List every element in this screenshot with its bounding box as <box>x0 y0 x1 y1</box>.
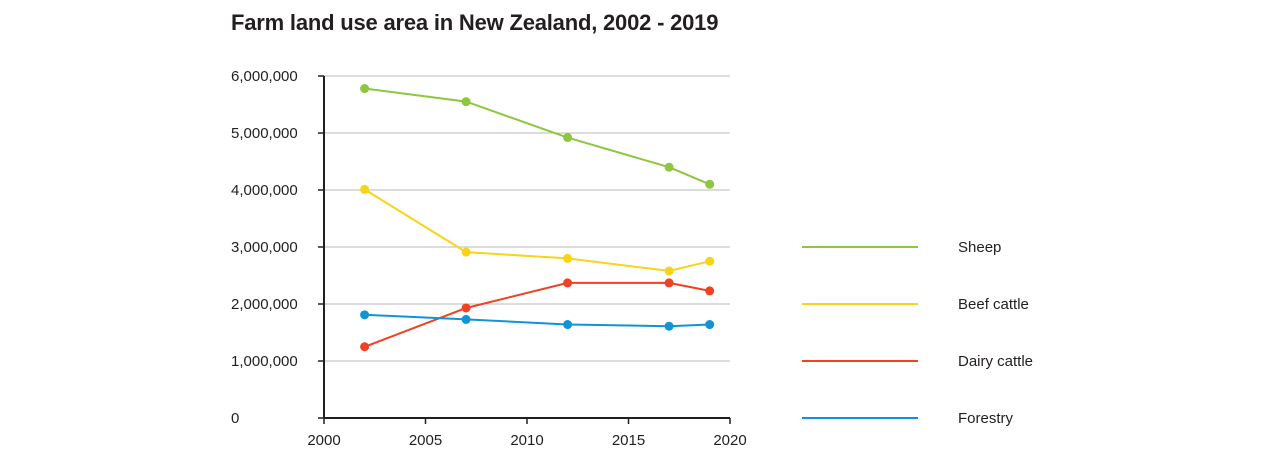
data-point-sheep <box>461 97 471 107</box>
data-point-sheep <box>664 162 674 172</box>
data-point-sheep <box>705 179 715 189</box>
legend-label-dairy-cattle: Dairy cattle <box>958 353 1033 370</box>
data-point-beef-cattle <box>563 253 573 263</box>
data-series <box>360 84 715 352</box>
data-point-forestry <box>563 320 573 330</box>
data-point-dairy-cattle <box>360 342 370 352</box>
x-tick-label: 2005 <box>409 432 442 449</box>
series-line-forestry <box>364 313 710 328</box>
data-point-beef-cattle <box>360 184 370 194</box>
y-tick-label: 1,000,000 <box>231 353 298 370</box>
data-point-dairy-cattle <box>664 278 674 288</box>
data-point-dairy-cattle <box>705 286 715 296</box>
legend: Sheep Beef cattle Dairy cattle Forestry <box>802 239 1033 427</box>
series-line-sheep <box>364 87 711 186</box>
data-point-beef-cattle <box>705 256 715 266</box>
x-tick-label: 2010 <box>510 432 543 449</box>
gridlines <box>324 75 730 362</box>
data-point-sheep <box>360 84 370 94</box>
legend-label-beef-cattle: Beef cattle <box>958 296 1029 313</box>
data-point-dairy-cattle <box>563 278 573 288</box>
data-point-dairy-cattle <box>461 303 471 313</box>
y-tick-label: 2,000,000 <box>231 296 298 313</box>
y-tick-label: 6,000,000 <box>231 68 298 85</box>
y-tick-label: 0 <box>231 410 239 427</box>
x-tick-label: 2000 <box>307 432 340 449</box>
data-point-forestry <box>360 310 370 320</box>
x-tick-label: 2020 <box>713 432 746 449</box>
chart-title: Farm land use area in New Zealand, 2002 … <box>231 10 719 35</box>
y-tick-label: 5,000,000 <box>231 125 298 142</box>
axes: 0 1,000,000 2,000,000 3,000,000 4,000,000 5,0… <box>231 68 747 449</box>
data-point-forestry <box>664 321 674 331</box>
legend-label-sheep: Sheep <box>958 239 1001 256</box>
series-line-beef-cattle <box>364 188 710 272</box>
y-tick-label: 4,000,000 <box>231 182 298 199</box>
data-point-beef-cattle <box>664 266 674 276</box>
data-point-sheep <box>563 133 573 143</box>
series-line-dairy-cattle <box>364 281 710 348</box>
data-point-beef-cattle <box>461 247 471 257</box>
data-point-forestry <box>461 314 471 324</box>
legend-label-forestry: Forestry <box>958 410 1014 427</box>
y-tick-label: 3,000,000 <box>231 239 298 256</box>
data-point-forestry <box>705 320 715 330</box>
x-tick-label: 2015 <box>612 432 645 449</box>
